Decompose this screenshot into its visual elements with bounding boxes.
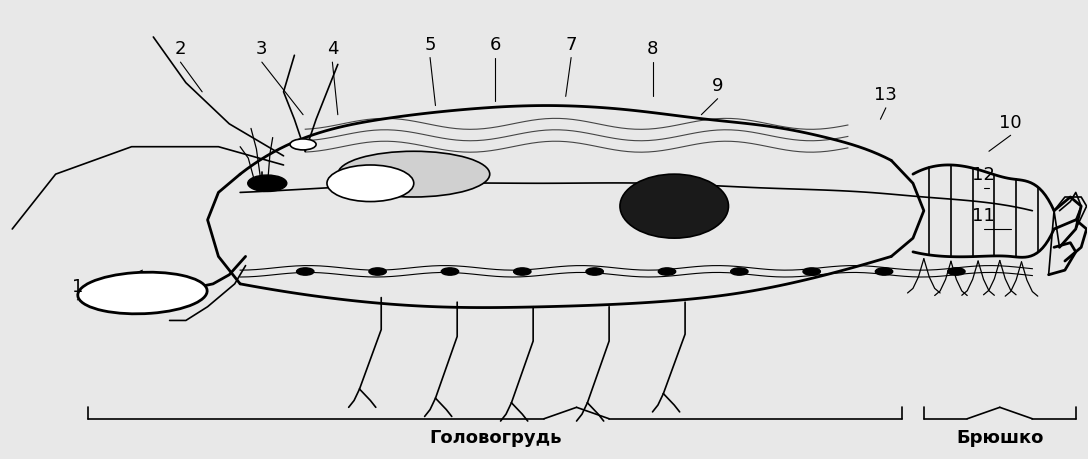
Circle shape (290, 140, 317, 151)
Circle shape (658, 268, 676, 275)
Text: 1: 1 (72, 278, 83, 296)
Text: 4: 4 (326, 40, 338, 58)
Text: 9: 9 (712, 77, 724, 95)
Text: 7: 7 (566, 36, 577, 54)
Circle shape (948, 268, 965, 275)
Ellipse shape (337, 152, 490, 197)
Text: 5: 5 (424, 36, 436, 54)
Text: 8: 8 (647, 40, 658, 58)
Text: Головогрудь: Головогрудь (429, 428, 561, 446)
Text: 11: 11 (973, 207, 994, 225)
Circle shape (586, 268, 604, 275)
Text: 3: 3 (256, 40, 268, 58)
Circle shape (803, 268, 820, 275)
Ellipse shape (327, 166, 413, 202)
Text: 10: 10 (1000, 113, 1022, 131)
Text: 12: 12 (972, 166, 994, 184)
Text: Брюшко: Брюшко (956, 428, 1043, 446)
Circle shape (514, 268, 531, 275)
Ellipse shape (77, 273, 207, 314)
Ellipse shape (620, 175, 729, 239)
Circle shape (876, 268, 893, 275)
Circle shape (369, 268, 386, 275)
Circle shape (248, 176, 287, 192)
Text: 6: 6 (490, 36, 500, 54)
Circle shape (442, 268, 459, 275)
Text: 2: 2 (175, 40, 186, 58)
Circle shape (297, 268, 314, 275)
Circle shape (731, 268, 749, 275)
Text: 13: 13 (875, 86, 898, 104)
